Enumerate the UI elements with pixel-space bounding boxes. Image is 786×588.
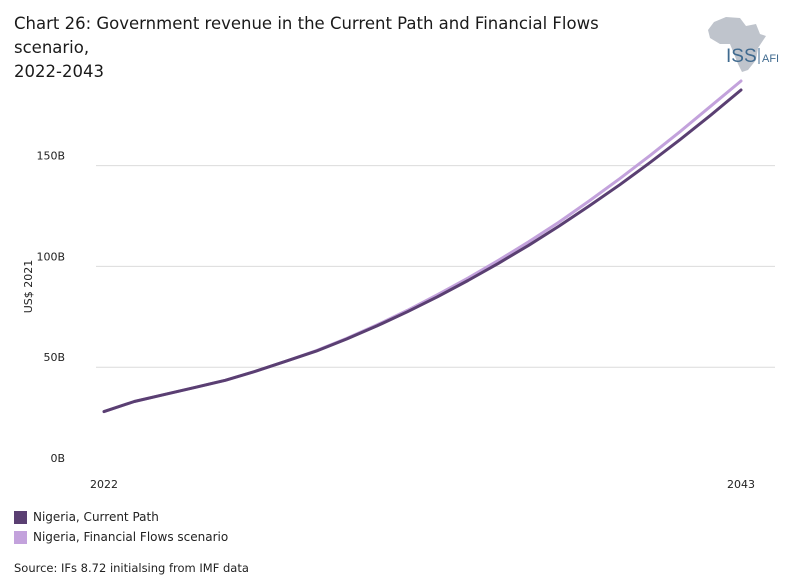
y-tick-label: 0B: [50, 452, 65, 465]
series-line-financial-flows[interactable]: [102, 79, 743, 414]
logo-text-main: ISS: [726, 46, 757, 67]
legend-swatch-financial-flows: [14, 530, 27, 544]
y-tick-label: 150B: [36, 150, 65, 163]
legend-label-financial-flows: Nigeria, Financial Flows scenario: [33, 530, 229, 544]
logo-text-sub: AFI: [762, 53, 779, 65]
iss-afi-logo: ISS AFI: [708, 17, 779, 72]
africa-map-icon: [708, 17, 766, 72]
x-tick-label: 2022: [90, 478, 118, 491]
y-axis-label: US$ 2021: [22, 260, 35, 314]
legend-item-financial-flows[interactable]: Nigeria, Financial Flows scenario: [14, 530, 228, 544]
series-lines: [102, 79, 743, 414]
source-note: Source: IFs 8.72 initialsing from IMF da…: [14, 561, 249, 575]
series-line-current-path[interactable]: [102, 88, 743, 414]
y-tick-label: 50B: [43, 351, 65, 364]
legend-item-current-path[interactable]: Nigeria, Current Path: [14, 510, 159, 524]
line-chart: 0B 50B 100B 150B 2022 2043 US$ 2021: [22, 79, 775, 491]
x-axis-ticks: 2022 2043: [90, 478, 755, 491]
y-tick-label: 100B: [36, 250, 65, 263]
chart-title-line1: Chart 26: Government revenue in the Curr…: [14, 14, 599, 57]
grid-lines: [96, 165, 775, 368]
chart-title: Chart 26: Government revenue in the Curr…: [14, 12, 674, 84]
y-axis-ticks: 0B 50B 100B 150B: [36, 150, 65, 465]
x-tick-label: 2043: [727, 478, 755, 491]
chart-title-line2: 2022-2043: [14, 62, 104, 81]
legend-label-current-path: Nigeria, Current Path: [33, 510, 159, 524]
legend-swatch-current-path: [14, 510, 27, 524]
